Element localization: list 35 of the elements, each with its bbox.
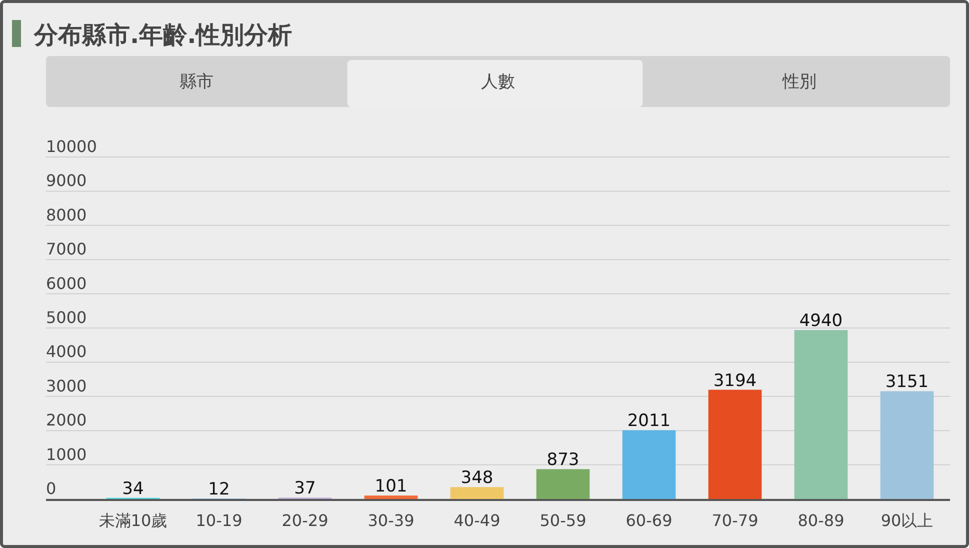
x-tick-label: 未滿10歲 bbox=[98, 511, 168, 530]
x-tick-label: 10-19 bbox=[196, 511, 242, 530]
chart-title: 分布縣市.年齡.性別分析 bbox=[33, 21, 292, 49]
data-label: 3194 bbox=[713, 370, 757, 391]
data-label: 12 bbox=[208, 480, 230, 500]
data-label: 873 bbox=[546, 450, 580, 470]
x-tick-label: 50-59 bbox=[540, 511, 586, 530]
y-tick-label: 3000 bbox=[46, 376, 87, 396]
y-tick-label: 9000 bbox=[46, 171, 87, 190]
y-tick-label: 0 bbox=[46, 479, 56, 498]
x-tick-label: 20-29 bbox=[282, 511, 328, 530]
data-label: 3151 bbox=[885, 372, 929, 392]
x-tick-label: 80-89 bbox=[798, 511, 844, 530]
y-tick-label: 4000 bbox=[46, 342, 87, 362]
y-tick-label: 10000 bbox=[46, 137, 97, 156]
y-tick-label: 1000 bbox=[46, 444, 87, 464]
y-tick-label: 8000 bbox=[46, 205, 87, 224]
data-label: 2011 bbox=[627, 411, 671, 432]
text: 性別 bbox=[781, 72, 816, 92]
data-label: 34 bbox=[122, 478, 144, 499]
x-tick-label: 70-79 bbox=[712, 511, 758, 530]
y-tick-label: 5000 bbox=[46, 308, 87, 327]
data-label: 348 bbox=[460, 468, 494, 488]
x-tick-label: 40-49 bbox=[454, 511, 500, 530]
text: 人數 bbox=[481, 72, 515, 92]
y-tick-label: 7000 bbox=[46, 240, 87, 259]
x-tick-label: 30-39 bbox=[368, 511, 414, 530]
x-tick-label: 90以上 bbox=[880, 511, 934, 530]
y-tick-label: 6000 bbox=[46, 274, 87, 293]
data-label: 4940 bbox=[799, 311, 843, 332]
text: 縣市 bbox=[180, 72, 214, 92]
y-tick-label: 2000 bbox=[46, 410, 87, 430]
data-label: 101 bbox=[374, 476, 408, 497]
data-label: 37 bbox=[294, 478, 316, 499]
x-tick-label: 60-69 bbox=[626, 511, 672, 530]
